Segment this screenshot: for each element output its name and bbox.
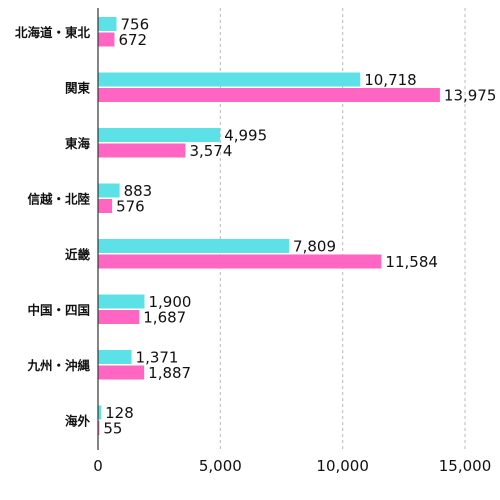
category-label: 九州・沖縄 — [26, 358, 90, 373]
bar — [98, 365, 145, 380]
bar — [98, 143, 186, 158]
bar — [98, 254, 382, 269]
bar — [98, 239, 290, 253]
bar — [98, 72, 361, 87]
data-label: 672 — [118, 31, 147, 49]
data-label: 1,371 — [136, 349, 179, 367]
data-label: 55 — [103, 420, 122, 438]
data-label: 3,574 — [189, 142, 232, 160]
data-label: 1,900 — [148, 293, 191, 311]
bar — [98, 199, 113, 213]
x-tick-label: 0 — [93, 457, 103, 475]
data-label: 10,718 — [364, 71, 417, 89]
x-tick-label: 5,000 — [199, 457, 242, 475]
category-label: 東海 — [65, 136, 91, 151]
bar — [98, 183, 120, 198]
data-label: 1,687 — [143, 309, 186, 327]
bar — [98, 294, 145, 309]
bar — [98, 17, 117, 31]
data-label: 11,584 — [385, 253, 438, 271]
data-label: 4,995 — [224, 127, 267, 145]
bar — [98, 310, 140, 324]
category-label: 北海道・東北 — [15, 25, 91, 40]
category-label: 中国・四国 — [27, 302, 90, 317]
data-label: 128 — [105, 404, 134, 422]
data-label: 883 — [124, 182, 153, 200]
category-label: 海外 — [65, 413, 91, 428]
bar — [98, 88, 440, 102]
bar — [98, 128, 221, 142]
data-label: 1,887 — [148, 364, 191, 382]
bar — [98, 350, 132, 364]
bar — [98, 405, 102, 420]
data-label: 756 — [120, 16, 149, 34]
category-label: 信越・北陸 — [27, 191, 90, 206]
category-label: 近畿 — [65, 247, 91, 262]
data-label: 576 — [116, 198, 145, 216]
bar — [98, 421, 100, 435]
category-label: 関東 — [65, 80, 91, 95]
bars — [98, 17, 440, 435]
x-tick-label: 10,000 — [316, 457, 369, 475]
data-label: 7,809 — [293, 238, 336, 256]
x-tick-label: 15,000 — [439, 457, 492, 475]
bar — [98, 32, 115, 47]
data-label: 13,975 — [444, 87, 497, 105]
